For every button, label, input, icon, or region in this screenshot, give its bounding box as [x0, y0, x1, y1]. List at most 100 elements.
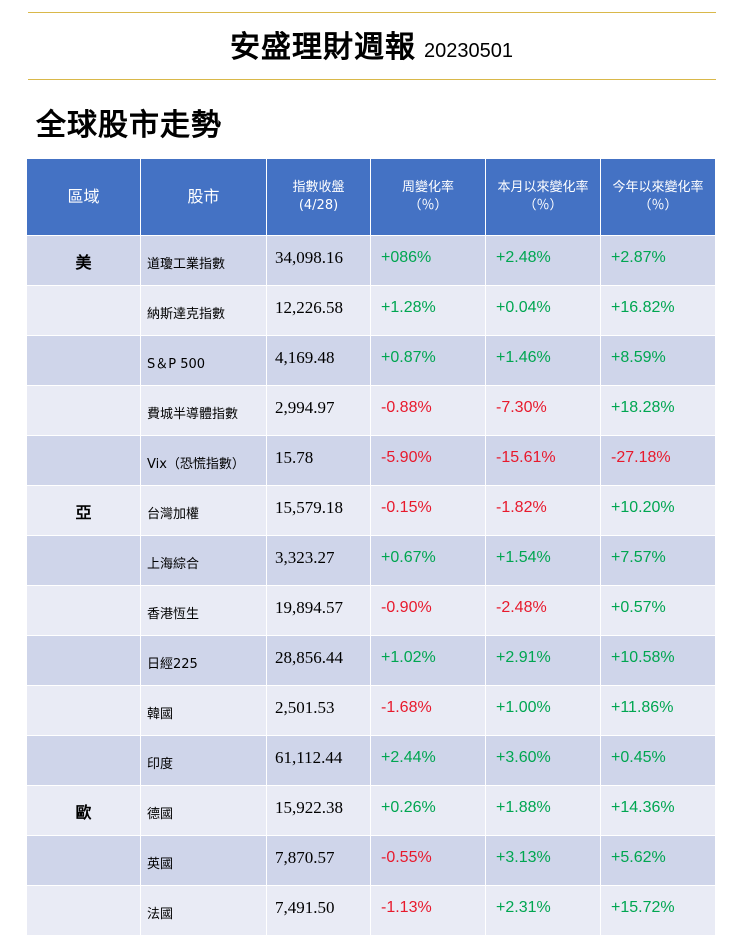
title-divider — [28, 79, 716, 80]
table-row: S＆P 500 4,169.48 +0.87% +1.46% +8.59% — [26, 335, 716, 386]
close-value: 12,226.58 — [266, 285, 371, 336]
region-cell — [26, 685, 141, 736]
header-market: 股市 — [140, 158, 267, 236]
week-change: -0.55% — [370, 835, 486, 886]
ytd-change: +11.86% — [600, 685, 716, 736]
month-change: -7.30% — [485, 385, 601, 436]
region-cell — [26, 435, 141, 486]
header-month-unit: （％） — [523, 198, 563, 213]
ytd-change: +10.20% — [600, 485, 716, 536]
table-row: Vix（恐慌指數） 15.78 -5.90% -15.61% -27.18% — [26, 435, 716, 486]
ytd-change: -27.18% — [600, 435, 716, 486]
month-change: +1.88% — [485, 785, 601, 836]
close-value: 3,323.27 — [266, 535, 371, 586]
market-name: 上海綜合 — [140, 535, 267, 586]
month-change: +1.54% — [485, 535, 601, 586]
close-value: 7,491.50 — [266, 885, 371, 936]
month-change: -15.61% — [485, 435, 601, 486]
table-header-row: 區域 股市 指數收盤 (4/28) 周變化率 （％） 本月以來變化率 （％） 今年以來… — [26, 158, 716, 236]
ytd-change: +7.57% — [600, 535, 716, 586]
region-cell: 歐 — [26, 785, 141, 836]
table-row: 日經225 28,856.44 +1.02% +2.91% +10.58% — [26, 635, 716, 686]
close-value: 15,579.18 — [266, 485, 371, 536]
region-cell — [26, 585, 141, 636]
close-value: 4,169.48 — [266, 335, 371, 386]
header-ytd: 今年以來變化率 （％） — [600, 158, 716, 236]
week-change: +2.44% — [370, 735, 486, 786]
table-row: 韓國 2,501.53 -1.68% +1.00% +11.86% — [26, 685, 716, 736]
region-cell: 亞 — [26, 485, 141, 536]
week-change: +1.02% — [370, 635, 486, 686]
week-change: -0.15% — [370, 485, 486, 536]
ytd-change: +8.59% — [600, 335, 716, 386]
close-value: 2,994.97 — [266, 385, 371, 436]
week-change: +1.28% — [370, 285, 486, 336]
table-row: 上海綜合 3,323.27 +0.67% +1.54% +7.57% — [26, 535, 716, 586]
month-change: +2.31% — [485, 885, 601, 936]
ytd-change: +0.45% — [600, 735, 716, 786]
section-title: 全球股市走勢 — [36, 108, 222, 143]
header-ytd-label: 今年以來變化率 — [612, 180, 704, 195]
week-change: +0.67% — [370, 535, 486, 586]
market-name: 道瓊工業指數 — [140, 235, 267, 286]
report-title: 安盛理財週報 — [230, 30, 416, 65]
table-row: 美道瓊工業指數 34,098.16 +086% +2.48% +2.87% — [26, 235, 716, 286]
market-name: 香港恆生 — [140, 585, 267, 636]
month-change: +3.60% — [485, 735, 601, 786]
region-cell — [26, 885, 141, 936]
header-region: 區域 — [26, 158, 141, 236]
market-name: 納斯達克指數 — [140, 285, 267, 336]
month-change: +1.46% — [485, 335, 601, 386]
table-row: 香港恆生 19,894.57 -0.90% -2.48% +0.57% — [26, 585, 716, 636]
close-value: 19,894.57 — [266, 585, 371, 636]
month-change: +3.13% — [485, 835, 601, 886]
market-name: S＆P 500 — [140, 335, 267, 386]
ytd-change: +18.28% — [600, 385, 716, 436]
week-change: +086% — [370, 235, 486, 286]
table-row: 英國 7,870.57 -0.55% +3.13% +5.62% — [26, 835, 716, 886]
region-cell — [26, 535, 141, 586]
close-value: 7,870.57 — [266, 835, 371, 886]
ytd-change: +16.82% — [600, 285, 716, 336]
region-cell — [26, 335, 141, 386]
week-change: -0.88% — [370, 385, 486, 436]
month-change: -2.48% — [485, 585, 601, 636]
month-change: +2.91% — [485, 635, 601, 686]
header-week-unit: （％） — [408, 198, 448, 213]
close-value: 15,922.38 — [266, 785, 371, 836]
week-change: -5.90% — [370, 435, 486, 486]
week-change: -1.68% — [370, 685, 486, 736]
header-ytd-unit: （％） — [638, 198, 678, 213]
month-change: +1.00% — [485, 685, 601, 736]
ytd-change: +5.62% — [600, 835, 716, 886]
market-name: 韓國 — [140, 685, 267, 736]
week-change: +0.87% — [370, 335, 486, 386]
week-change: -1.13% — [370, 885, 486, 936]
week-change: -0.90% — [370, 585, 486, 636]
header-close-date: (4/28) — [298, 198, 339, 213]
top-divider — [28, 12, 716, 13]
table-row: 納斯達克指數 12,226.58 +1.28% +0.04% +16.82% — [26, 285, 716, 336]
ytd-change: +2.87% — [600, 235, 716, 286]
market-name: 德國 — [140, 785, 267, 836]
table-row: 歐德國 15,922.38 +0.26% +1.88% +14.36% — [26, 785, 716, 836]
close-value: 2,501.53 — [266, 685, 371, 736]
market-name: Vix（恐慌指數） — [140, 435, 267, 486]
region-cell — [26, 285, 141, 336]
header-month: 本月以來變化率 （％） — [485, 158, 601, 236]
close-value: 15.78 — [266, 435, 371, 486]
table-row: 法國 7,491.50 -1.13% +2.31% +15.72% — [26, 885, 716, 936]
report-header: 安盛理財週報 20230501 — [0, 22, 743, 66]
table-row: 亞台灣加權 15,579.18 -0.15% -1.82% +10.20% — [26, 485, 716, 536]
close-value: 28,856.44 — [266, 635, 371, 686]
month-change: +2.48% — [485, 235, 601, 286]
header-week-label: 周變化率 — [401, 180, 454, 195]
header-close-label: 指數收盤 — [292, 180, 345, 195]
header-close: 指數收盤 (4/28) — [266, 158, 371, 236]
header-week: 周變化率 （％） — [370, 158, 486, 236]
market-name: 費城半導體指數 — [140, 385, 267, 436]
region-cell — [26, 835, 141, 886]
market-name: 法國 — [140, 885, 267, 936]
region-cell: 美 — [26, 235, 141, 286]
month-change: -1.82% — [485, 485, 601, 536]
